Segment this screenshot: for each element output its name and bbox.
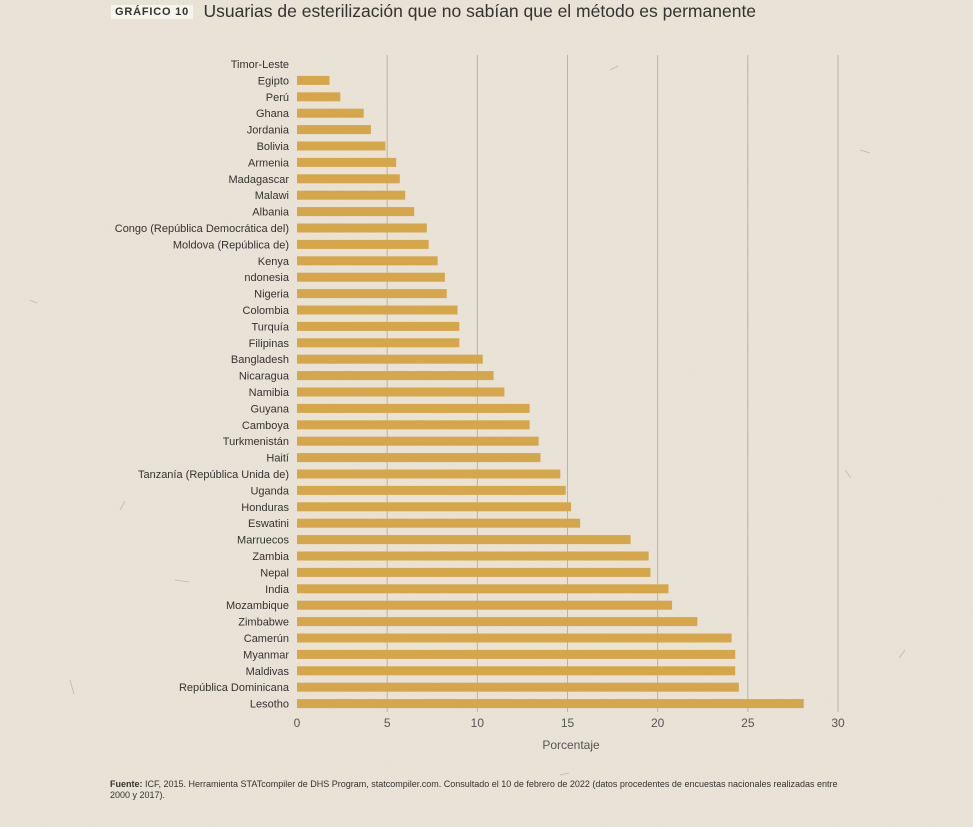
x-tick-label: 10 [471, 716, 485, 730]
category-label: Nicaragua [239, 371, 290, 383]
x-tick-label: 30 [831, 716, 845, 730]
bar [297, 387, 505, 397]
bar [297, 305, 458, 315]
category-label: Turquía [251, 321, 289, 333]
bar [297, 535, 631, 545]
source-label: Fuente: [110, 779, 143, 789]
bar [297, 518, 581, 528]
category-label: Turkmenistán [223, 436, 289, 448]
bar [297, 108, 364, 118]
bar [297, 567, 651, 577]
bar [297, 125, 371, 135]
category-label: Kenya [258, 256, 290, 268]
x-tick-label: 0 [294, 716, 301, 730]
category-label: Zambia [252, 551, 290, 563]
bar [297, 272, 445, 282]
bar [297, 223, 427, 233]
category-label: Haití [266, 453, 289, 465]
bar [297, 321, 460, 331]
source-text: ICF, 2015. Herramienta STATcompiler de D… [110, 779, 838, 800]
bar [297, 174, 400, 184]
category-label: Nigeria [254, 289, 290, 301]
bar [297, 256, 438, 266]
category-label: Bolivia [257, 141, 290, 153]
chart-title: Usuarias de esterilización que no sabían… [203, 1, 757, 21]
bar [297, 666, 736, 676]
category-label: Uganda [250, 485, 289, 497]
bar [297, 436, 539, 446]
category-label: Lesotho [250, 699, 289, 711]
bar [297, 190, 406, 200]
category-label: Madagascar [228, 174, 289, 186]
category-label: ndonesia [244, 272, 290, 284]
category-label: Camboya [242, 420, 290, 432]
figure-tag: GRÁFICO 10 [111, 5, 194, 19]
x-tick-label: 25 [741, 716, 755, 730]
x-tick-label: 15 [561, 716, 575, 730]
bar [297, 584, 669, 594]
bar [297, 617, 698, 627]
bar [297, 403, 530, 413]
category-label: Bangladesh [231, 354, 289, 366]
category-label: Filipinas [249, 338, 290, 350]
bar [297, 600, 673, 610]
category-label: Congo (República Democrática del) [115, 223, 289, 235]
category-label: Eswatini [248, 518, 289, 530]
category-label: Armenia [248, 157, 290, 169]
bar [297, 485, 566, 495]
category-label: Myanmar [243, 649, 289, 661]
category-label: Honduras [241, 502, 289, 514]
bar [297, 354, 483, 364]
bar [297, 141, 386, 151]
category-label: Marruecos [237, 535, 289, 547]
category-label: Guyana [250, 403, 289, 415]
category-label: República Dominicana [179, 682, 290, 694]
category-label: Tanzanía (República Unida de) [138, 469, 289, 481]
category-label: Timor-Leste [231, 59, 289, 71]
bar [297, 207, 415, 217]
category-label: Moldova (República de) [173, 239, 289, 251]
category-label: Albania [252, 207, 290, 219]
category-label: Camerún [244, 633, 289, 645]
bar [297, 157, 397, 167]
category-label: Jordania [247, 125, 290, 137]
bar [297, 453, 541, 463]
category-label: Egipto [258, 75, 289, 87]
bar [297, 682, 739, 692]
bar [297, 502, 572, 512]
bar [297, 75, 330, 85]
bar [297, 371, 494, 381]
bar [297, 551, 649, 561]
category-label: Ghana [256, 108, 290, 120]
x-tick-label: 5 [384, 716, 391, 730]
chart-header: GRÁFICO 10 Usuarias de esterilización qu… [111, 0, 756, 22]
bar [297, 338, 460, 348]
category-label: Zimbabwe [238, 617, 289, 629]
bar [297, 649, 736, 659]
bar [297, 699, 804, 709]
category-label: India [265, 584, 290, 596]
bar [297, 92, 341, 102]
category-label: Namibia [249, 387, 290, 399]
x-tick-label: 20 [651, 716, 665, 730]
bar-chart: Timor-Leste Egipto Perú Ghana Jordania Bolivi… [115, 55, 845, 752]
category-label: Colombia [243, 305, 290, 317]
x-axis-label: Porcentaje [542, 738, 600, 752]
category-label: Maldivas [246, 666, 290, 678]
category-label: Mozambique [226, 600, 289, 612]
category-label: Perú [266, 92, 289, 104]
bar [297, 239, 429, 249]
bar [297, 420, 530, 430]
bar [297, 289, 447, 299]
source-note: Fuente: ICF, 2015. Herramienta STATcompi… [110, 779, 840, 800]
bar [297, 633, 732, 643]
category-label: Malawi [255, 190, 289, 202]
bar [297, 469, 561, 479]
category-label: Nepal [260, 567, 289, 579]
